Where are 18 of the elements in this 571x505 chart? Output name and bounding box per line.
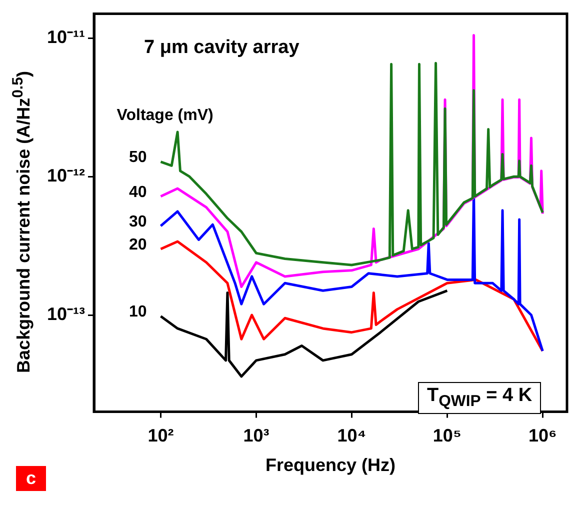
x-tick-label: 10⁴ bbox=[337, 426, 366, 446]
x-tick-label: 10² bbox=[148, 426, 174, 446]
series-label: 10 bbox=[128, 304, 147, 321]
series-label: 30 bbox=[128, 213, 147, 230]
y-tick-label: 10⁻¹³ bbox=[46, 304, 86, 324]
y-tick-label: 10⁻¹² bbox=[46, 166, 86, 186]
text: c bbox=[16, 466, 46, 491]
x-tick-label: 10³ bbox=[243, 426, 270, 446]
x-axis-title: Frequency (Hz) bbox=[265, 455, 396, 476]
series-label: 40 bbox=[128, 184, 147, 201]
text: 7 μm cavity array bbox=[144, 37, 300, 58]
series-label: 50 bbox=[128, 149, 147, 166]
series-label: 20 bbox=[128, 236, 147, 254]
annotation: T$_{QWIP}$ = 4 K bbox=[418, 382, 542, 414]
y-tick-label: 10⁻¹¹ bbox=[46, 27, 86, 48]
legend-title: Voltage (mV) bbox=[116, 107, 214, 124]
x-tick-label: 10⁶ bbox=[528, 426, 557, 446]
x-tick-label: 10⁵ bbox=[432, 426, 462, 446]
